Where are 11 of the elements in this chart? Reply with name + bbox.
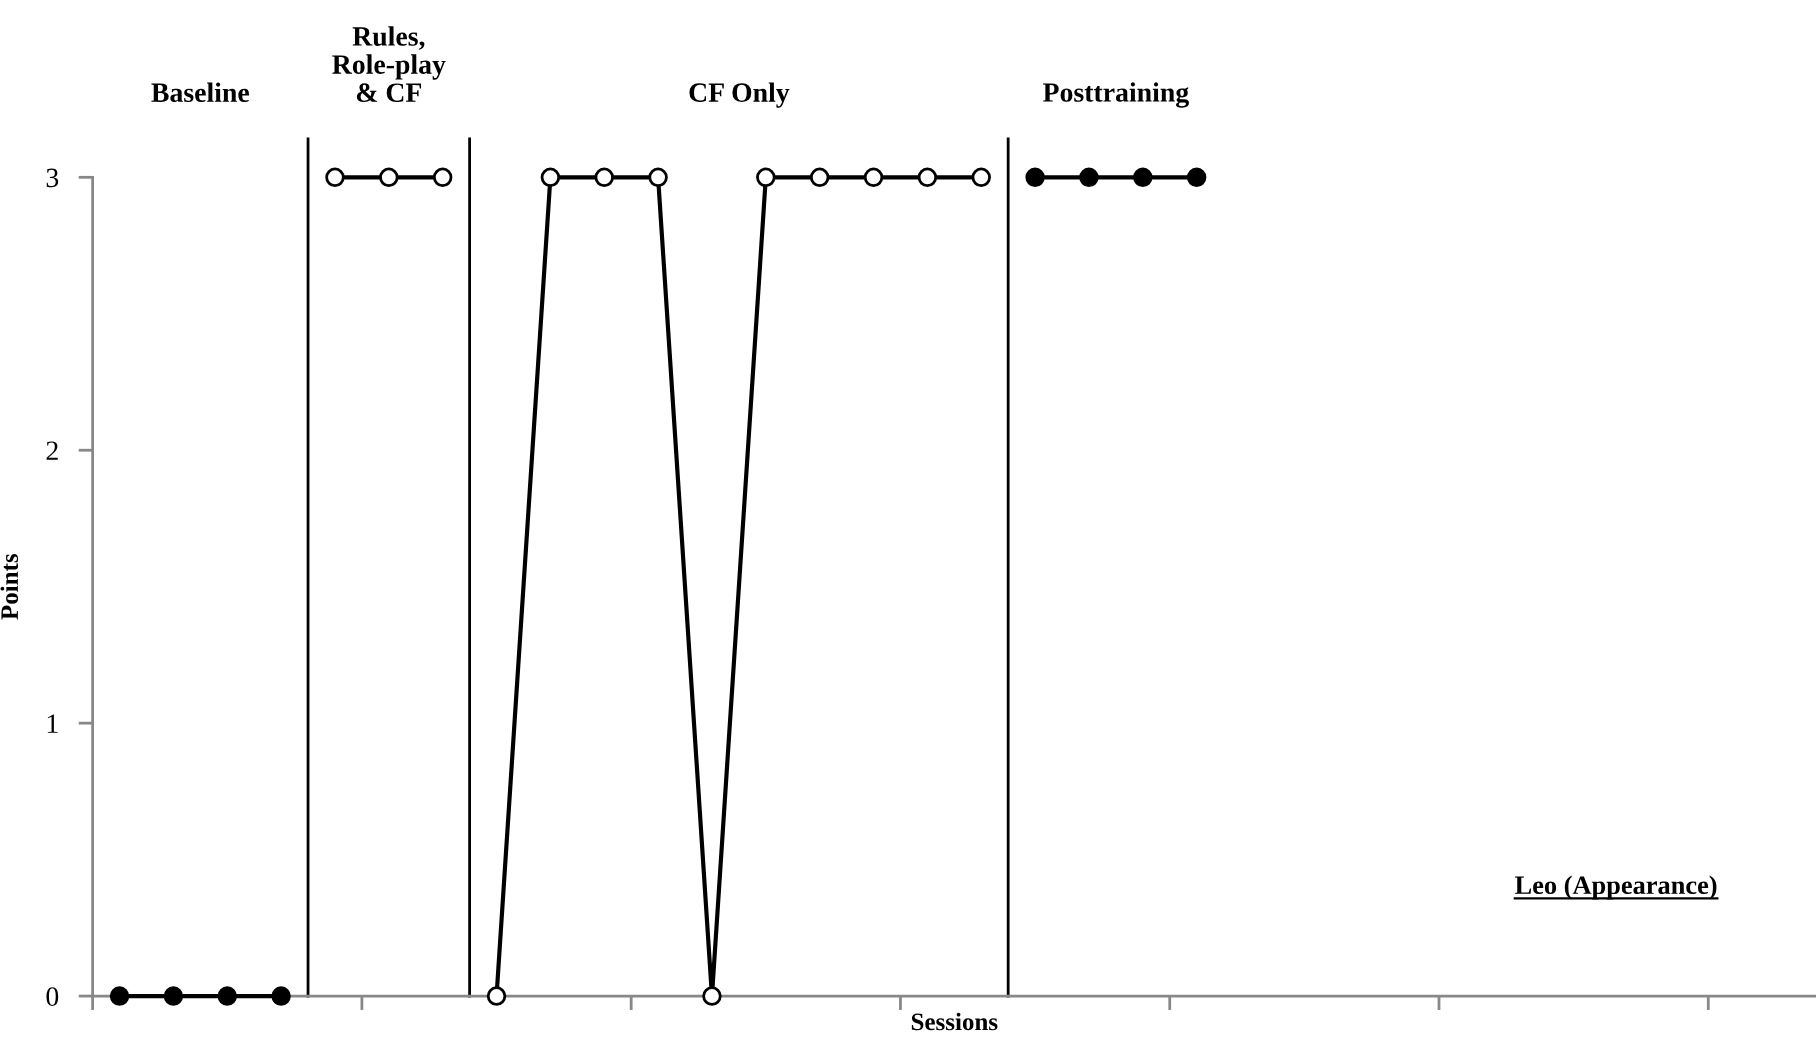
y-tick-label: 2 — [46, 441, 58, 460]
x-axis-title: Sessions — [911, 1012, 998, 1031]
text: CF Only — [689, 82, 790, 108]
annotation: Leo (Appearance) — [1515, 875, 1717, 900]
y-tick-label: 0 — [46, 987, 59, 1006]
y-axis-title: Points — [0, 553, 19, 620]
text: Posttraining — [1043, 82, 1189, 108]
y-tick-label: 1 — [47, 714, 58, 733]
text: Baseline — [151, 82, 249, 103]
text: Rules, Role-play & CF — [332, 26, 446, 103]
y-tick-label: 3 — [46, 168, 59, 188]
